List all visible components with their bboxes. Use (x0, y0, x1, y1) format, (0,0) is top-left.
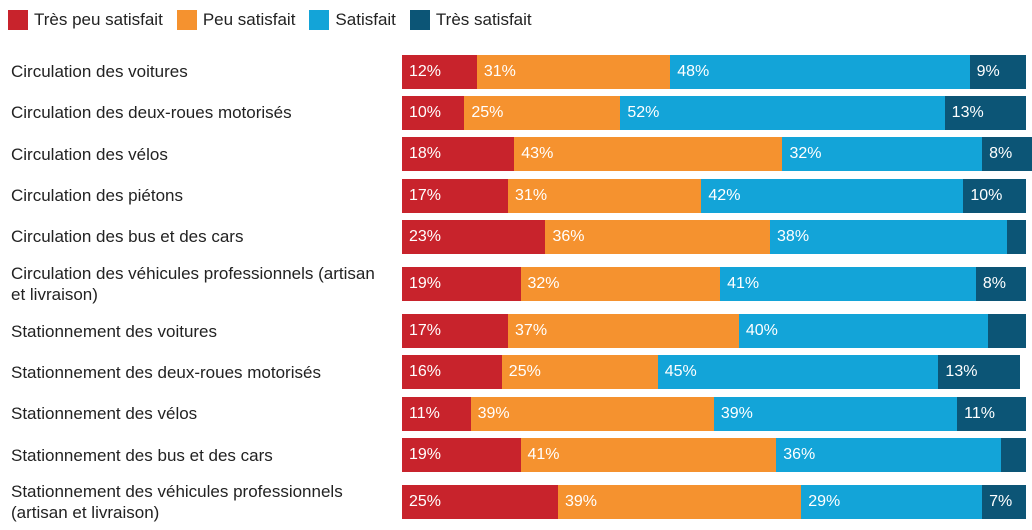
bar-track: 19% 32% 41% 8% (402, 266, 1032, 301)
bar-segment: 19% (402, 266, 521, 301)
legend-label: Satisfait (335, 10, 396, 29)
bar-segment (1000, 438, 1026, 473)
legend-label: Peu satisfait (202, 10, 296, 29)
category-label: Circulation des deux-roues motorisés (11, 103, 292, 123)
bar-segment: 41% (520, 438, 777, 473)
row: Circulation des deux-roues motorisés 10% 2… (0, 92, 1032, 133)
row: Circulation des bus et des cars 23% 36% 38% (0, 216, 1032, 257)
bar-segment: 31% (508, 178, 702, 213)
bar-track: 18% 43% 32% 8% (402, 137, 1032, 172)
bar-segment: 25% (501, 355, 658, 390)
bar-segment: 23% (402, 219, 546, 254)
bar-segment: 10% (402, 95, 465, 130)
bar-segment: 12% (402, 54, 477, 89)
row: Stationnement des bus et des cars 19% 41% 3… (0, 434, 1032, 475)
bar-segment: 32% (520, 266, 721, 301)
bar-segment: 7% (982, 485, 1026, 520)
row: Stationnement des voitures 17% 37% 40% (0, 310, 1032, 351)
row: Circulation des véhicules professionnels… (0, 257, 1032, 310)
bar-segment: 17% (402, 314, 509, 349)
legend: Très peu satisfait Peu satisfait Satisfait… (8, 6, 546, 34)
category-label: Stationnement des bus et des cars (11, 445, 273, 465)
category-label: Circulation des voitures (11, 62, 188, 82)
legend-swatch (176, 10, 197, 30)
bar-segment: 43% (514, 137, 783, 172)
bar-segment (1007, 219, 1026, 254)
category-label: Circulation des vélos (11, 144, 168, 164)
bar-segment: 48% (670, 54, 970, 89)
plot-area: Circulation des voitures 12% 31% 48% 9% Circu… (0, 51, 1032, 529)
bar-segment: 37% (508, 314, 739, 349)
bar-segment: 18% (402, 137, 515, 172)
bar-segment: 39% (557, 485, 802, 520)
bar-segment: 36% (545, 219, 770, 254)
category-label: Circulation des véhicules professionnels… (11, 263, 375, 304)
bar-segment: 38% (770, 219, 1008, 254)
legend-label: Très peu satisfait (34, 10, 163, 29)
bar-segment: 9% (969, 54, 1026, 89)
bar-segment: 13% (938, 355, 1020, 390)
legend-swatch (409, 10, 430, 30)
bar-segment: 52% (620, 95, 945, 130)
bar-track: 25% 39% 29% 7% (402, 485, 1032, 520)
category-label: Circulation des bus et des cars (11, 227, 244, 247)
bar-track: 19% 41% 36% (402, 438, 1032, 473)
legend-label: Très satisfait (435, 10, 532, 29)
row: Circulation des voitures 12% 31% 48% 9% (0, 51, 1032, 92)
row: Stationnement des véhicules professionne… (0, 476, 1032, 529)
bar-segment: 45% (657, 355, 939, 390)
bar-track: 10% 25% 52% 13% (402, 95, 1032, 130)
legend-item: Très satisfait (409, 10, 532, 30)
row: Stationnement des vélos 11% 39% 39% 11% (0, 393, 1032, 434)
legend-swatch (309, 10, 330, 30)
category-label: Circulation des piétons (11, 186, 183, 206)
bar-segment: 10% (963, 178, 1026, 213)
bar-track: 12% 31% 48% 9% (402, 54, 1032, 89)
bar-segment: 39% (470, 396, 714, 431)
bar-track: 16% 25% 45% 13% (402, 355, 1032, 390)
row: Circulation des piétons 17% 31% 42% 10% (0, 175, 1032, 216)
legend-item: Très peu satisfait (8, 10, 163, 30)
bar-segment: 25% (402, 485, 558, 520)
bar-segment: 17% (402, 178, 509, 213)
bar-segment: 8% (982, 137, 1032, 172)
bar-segment: 42% (701, 178, 964, 213)
bar-segment: 31% (476, 54, 671, 89)
bar-segment: 40% (738, 314, 989, 349)
bar-segment: 8% (975, 266, 1026, 301)
bar-track: 17% 37% 40% (402, 314, 1032, 349)
bar-track: 23% 36% 38% (402, 219, 1032, 254)
bar-segment: 13% (944, 95, 1026, 130)
category-label: Stationnement des vélos (11, 404, 198, 424)
bar-segment (988, 314, 1026, 349)
bar-track: 11% 39% 39% 11% (402, 396, 1032, 431)
bar-segment: 29% (801, 485, 983, 520)
bar-segment: 11% (402, 396, 471, 431)
legend-swatch (8, 10, 28, 30)
bar-segment: 25% (464, 95, 621, 130)
bar-segment: 16% (402, 355, 502, 390)
category-label: Stationnement des véhicules professionne… (11, 482, 343, 523)
bar-track: 17% 31% 42% 10% (402, 178, 1032, 213)
bar-segment: 36% (776, 438, 1001, 473)
legend-item: Satisfait (309, 10, 396, 30)
legend-item: Peu satisfait (176, 10, 296, 30)
bar-segment: 32% (782, 137, 983, 172)
row: Circulation des vélos 18% 43% 32% 8% (0, 134, 1032, 175)
bar-segment: 11% (957, 396, 1026, 431)
row: Stationnement des deux-roues motorisés 16… (0, 352, 1032, 393)
bar-segment: 41% (720, 266, 976, 301)
bar-segment: 39% (713, 396, 958, 431)
bar-segment: 19% (402, 438, 521, 473)
category-label: Stationnement des deux-roues motorisés (11, 362, 321, 382)
category-label: Stationnement des voitures (11, 321, 218, 341)
